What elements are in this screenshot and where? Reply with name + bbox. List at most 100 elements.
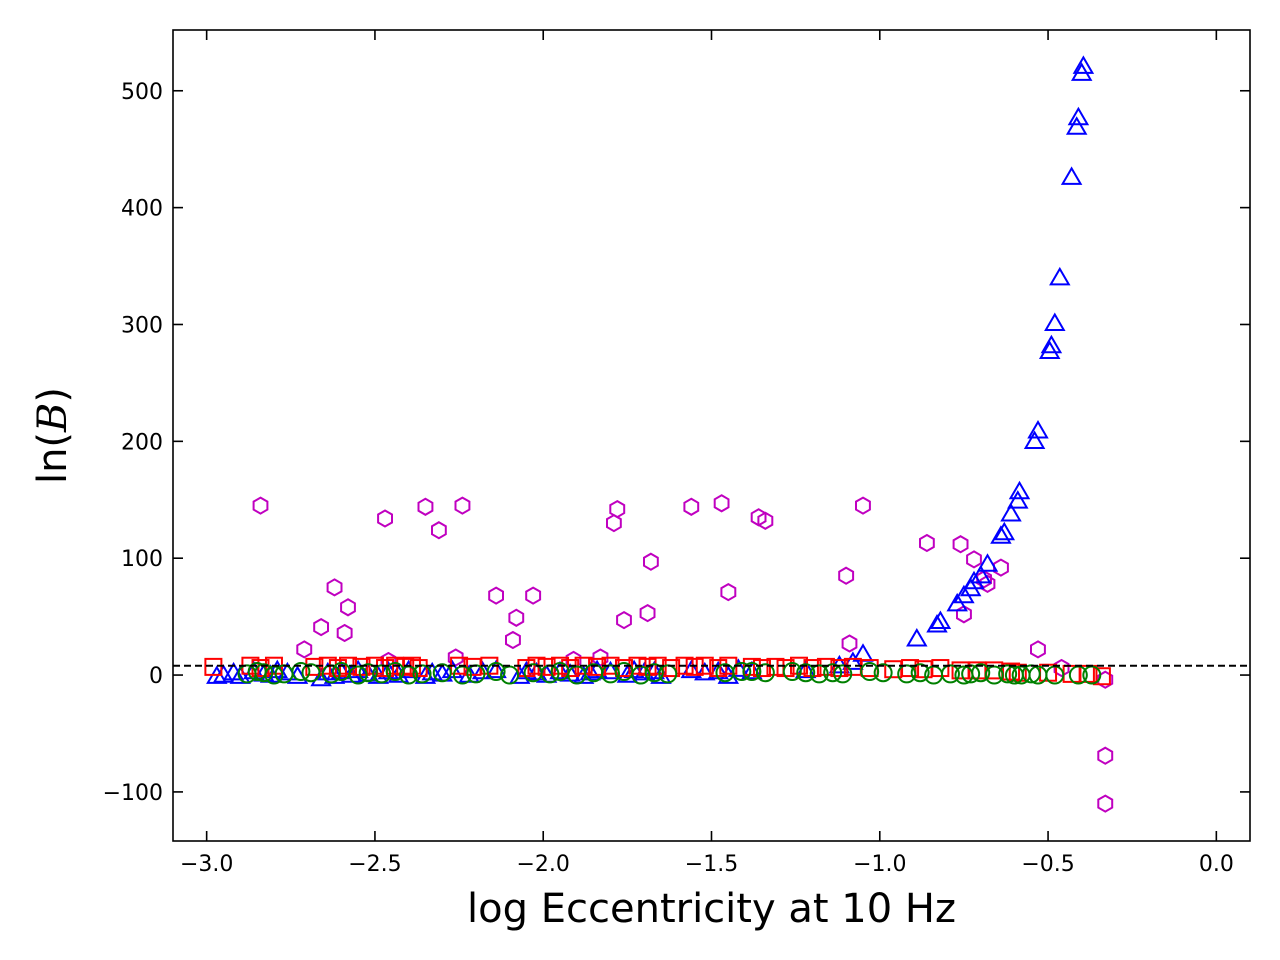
- y-tick-label: 200: [121, 430, 163, 455]
- x-axis-title: log Eccentricity at 10 Hz: [467, 886, 956, 932]
- y-axis-title-close: ): [30, 387, 76, 403]
- data-point-hexagon: [488, 586, 504, 605]
- data-point-triangle: [990, 525, 1012, 544]
- data-point-triangle: [993, 521, 1016, 541]
- data-point-hexagon: [340, 598, 356, 617]
- data-points: [204, 55, 1114, 813]
- data-point-hexagon: [720, 582, 737, 602]
- y-tick-label: −100: [103, 781, 163, 806]
- data-point-triangle: [963, 570, 985, 590]
- data-point-square: [561, 659, 580, 678]
- data-point-hexagon: [1097, 670, 1114, 689]
- data-point-square: [1092, 667, 1111, 686]
- data-point-triangle: [1027, 420, 1049, 439]
- x-tick-label: −1.0: [853, 852, 906, 877]
- data-point-triangle: [1065, 116, 1088, 135]
- data-point-triangle: [906, 628, 928, 647]
- y-tick-label: 100: [121, 547, 163, 572]
- data-point-circle: [291, 662, 311, 682]
- x-tick-label: 0.0: [1199, 852, 1234, 877]
- data-point-hexagon: [976, 570, 992, 589]
- data-point-triangle: [1007, 490, 1029, 509]
- data-point-square: [816, 657, 835, 676]
- data-point-hexagon: [508, 608, 525, 627]
- data-point-circle: [860, 662, 880, 682]
- data-point-hexagon: [454, 496, 471, 515]
- data-point-hexagon: [639, 603, 656, 623]
- data-point-circle: [732, 662, 752, 682]
- data-point-hexagon: [336, 623, 353, 643]
- y-axis-title-fn: ln(: [30, 432, 76, 484]
- data-point-circle: [601, 664, 621, 684]
- data-point-hexagon: [952, 535, 969, 554]
- y-tick-label: 500: [121, 80, 163, 105]
- data-point-circle: [809, 664, 829, 684]
- data-point-circle: [432, 663, 452, 683]
- data-point-square: [709, 659, 728, 678]
- data-point-hexagon: [505, 630, 521, 650]
- data-point-square: [803, 659, 822, 678]
- data-point-circle: [348, 665, 368, 685]
- data-point-square: [305, 657, 324, 676]
- data-point-circle: [998, 664, 1018, 684]
- data-point-hexagon: [1097, 746, 1114, 765]
- data-point-hexagon: [296, 640, 313, 659]
- data-point-hexagon: [683, 497, 700, 516]
- data-point-triangle: [929, 610, 952, 629]
- data-point-triangle: [1038, 340, 1061, 359]
- x-axis: −3.0 −2.5 −2.0 −1.5 −1.0 −0.5 0.0: [180, 30, 1234, 877]
- data-point-hexagon: [919, 533, 935, 553]
- data-point-circle: [782, 662, 802, 682]
- data-point-triangle: [421, 661, 443, 681]
- plot-frame: [172, 29, 1251, 842]
- data-point-hexagon: [1030, 640, 1046, 659]
- data-point-circle: [940, 664, 960, 684]
- data-point-hexagon: [606, 513, 622, 533]
- data-point-hexagon: [966, 550, 982, 569]
- data-point-square: [685, 657, 704, 676]
- data-point-triangle: [1008, 480, 1031, 500]
- data-point-hexagon: [431, 521, 447, 540]
- data-point-hexagon: [326, 578, 343, 597]
- data-point-circle: [254, 663, 274, 683]
- data-point-circle: [897, 664, 917, 684]
- data-point-circle: [984, 665, 1004, 685]
- data-point-triangle: [976, 553, 999, 572]
- data-point-triangle: [1040, 334, 1063, 354]
- x-tick-label: −0.5: [1021, 852, 1074, 877]
- data-point-triangle: [1067, 106, 1090, 126]
- data-point-circle: [301, 663, 321, 683]
- data-point-hexagon: [643, 552, 659, 571]
- data-point-circle: [658, 664, 678, 684]
- data-point-circle: [823, 663, 843, 683]
- data-point-hexagon: [525, 586, 542, 605]
- data-point-square: [766, 657, 785, 676]
- data-point-hexagon: [609, 499, 626, 519]
- data-point-circle: [796, 663, 816, 683]
- y-tick-label: 0: [149, 664, 163, 689]
- data-point-hexagon: [616, 610, 632, 630]
- data-point-square: [376, 659, 395, 678]
- data-point-hexagon: [713, 494, 730, 513]
- data-point-triangle: [485, 659, 507, 679]
- data-point-hexagon: [855, 496, 871, 515]
- data-point-hexagon: [252, 496, 269, 515]
- data-point-hexagon: [956, 605, 972, 624]
- data-point-circle: [372, 664, 392, 684]
- data-point-triangle: [1023, 430, 1046, 449]
- data-point-triangle: [970, 564, 992, 584]
- data-point-square: [752, 659, 771, 678]
- data-point-circle: [755, 663, 775, 683]
- data-point-circle: [971, 663, 991, 683]
- y-axis: −100 0 100 200 300 400 500: [103, 80, 1250, 806]
- data-point-circle: [742, 662, 762, 682]
- data-point-circle: [486, 662, 506, 682]
- data-point-circle: [873, 663, 893, 683]
- data-point-square: [830, 659, 849, 678]
- data-point-triangle: [1000, 503, 1022, 522]
- data-point-square: [901, 659, 920, 678]
- y-tick-label: 300: [121, 313, 163, 338]
- data-point-triangle: [926, 614, 948, 633]
- x-tick-label: −2.5: [348, 852, 401, 877]
